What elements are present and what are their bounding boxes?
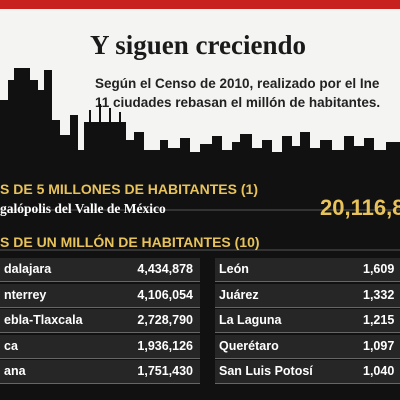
- city: San Luis Potosí: [219, 364, 313, 378]
- row-bg: [0, 360, 200, 384]
- row-bg: [0, 258, 200, 282]
- row-bg: [215, 309, 400, 333]
- population: 1,332: [363, 287, 395, 302]
- city: Querétaro: [219, 338, 279, 353]
- city: dalajara: [4, 262, 52, 276]
- population: 4,106,054: [137, 287, 193, 302]
- row-bg: [215, 360, 400, 384]
- subtitle: 11 ciudades rebasan el millón de habitan…: [95, 95, 381, 110]
- population: 1,097: [363, 338, 395, 353]
- city: galópolis del Valle de México: [0, 201, 166, 216]
- population: 1,215: [363, 313, 395, 327]
- city: Juárez: [219, 287, 259, 302]
- city: ana: [4, 364, 26, 378]
- population: 1,040: [363, 364, 395, 378]
- row-bg: [0, 309, 200, 333]
- population: 4,434,878: [137, 262, 193, 276]
- top-bar: [0, 0, 400, 9]
- row-bg: [0, 334, 200, 359]
- city: nterrey: [4, 287, 47, 302]
- city: León: [219, 262, 249, 276]
- city: La Laguna: [219, 313, 282, 327]
- population: 1,609: [363, 262, 395, 276]
- population: 1,936,126: [137, 338, 193, 353]
- row-bg: [215, 334, 400, 359]
- population: 1,751,430: [137, 364, 193, 378]
- population: 20,116,8: [320, 195, 400, 220]
- population: 2,728,790: [137, 313, 193, 327]
- city: ebla-Tlaxcala: [4, 313, 83, 327]
- section-heading: S DE UN MILLÓN DE HABITANTES (10): [0, 234, 260, 250]
- row-bg: [0, 283, 200, 308]
- row-bg: [215, 258, 400, 282]
- section-heading: S DE 5 MILLONES DE HABITANTES (1): [0, 181, 258, 197]
- city: ca: [4, 338, 18, 353]
- subtitle: Según el Censo de 2010, realizado por el…: [95, 76, 380, 91]
- row-bg: [215, 283, 400, 308]
- title: Y siguen creciendo: [90, 30, 306, 60]
